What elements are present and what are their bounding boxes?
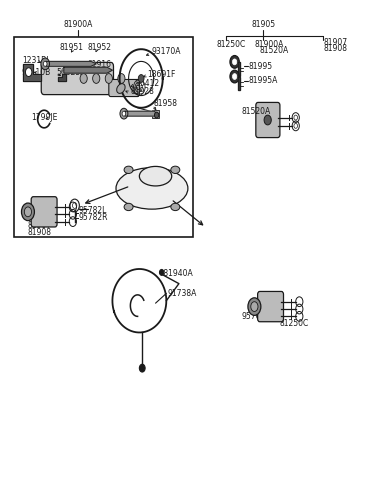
Text: 81907: 81907	[324, 38, 348, 47]
Text: 81940A: 81940A	[161, 269, 193, 278]
Text: 18691F: 18691F	[147, 70, 176, 79]
FancyBboxPatch shape	[109, 80, 139, 96]
Circle shape	[233, 74, 237, 80]
Text: 81907: 81907	[27, 221, 51, 231]
Ellipse shape	[124, 204, 133, 210]
Ellipse shape	[116, 167, 188, 209]
Text: 81520A: 81520A	[242, 107, 271, 116]
Ellipse shape	[124, 166, 133, 173]
Text: 95782R: 95782R	[79, 213, 108, 222]
Circle shape	[138, 75, 144, 82]
Circle shape	[230, 55, 239, 68]
Text: 93110B: 93110B	[22, 68, 51, 77]
Circle shape	[43, 61, 47, 66]
Polygon shape	[58, 74, 66, 81]
Ellipse shape	[171, 204, 180, 210]
FancyBboxPatch shape	[256, 102, 280, 138]
Circle shape	[24, 207, 31, 217]
Text: 81928: 81928	[130, 87, 154, 96]
Circle shape	[233, 59, 237, 65]
Text: 1231BJ: 1231BJ	[23, 56, 49, 65]
FancyBboxPatch shape	[31, 197, 57, 227]
Circle shape	[93, 74, 100, 83]
Text: 81995: 81995	[249, 62, 273, 71]
Polygon shape	[238, 77, 241, 90]
Polygon shape	[125, 111, 158, 116]
Bar	[152, 110, 159, 118]
Text: 95412: 95412	[135, 80, 159, 88]
Circle shape	[160, 269, 164, 275]
Text: 56325A: 56325A	[56, 68, 85, 77]
Text: 81250C: 81250C	[217, 40, 246, 49]
Polygon shape	[64, 67, 112, 73]
Circle shape	[80, 74, 87, 83]
Text: 93170A: 93170A	[152, 47, 181, 56]
Circle shape	[122, 111, 126, 116]
Text: 81916: 81916	[87, 60, 111, 69]
Text: 81995A: 81995A	[249, 77, 278, 85]
Circle shape	[230, 70, 239, 83]
Ellipse shape	[171, 166, 180, 173]
Text: 81905: 81905	[251, 20, 276, 29]
Circle shape	[154, 112, 159, 118]
Circle shape	[41, 58, 50, 70]
Polygon shape	[23, 64, 41, 81]
Circle shape	[105, 74, 112, 83]
Circle shape	[251, 302, 258, 312]
FancyBboxPatch shape	[258, 291, 284, 322]
Circle shape	[264, 115, 271, 125]
Ellipse shape	[139, 166, 172, 186]
Text: 81900A: 81900A	[64, 20, 93, 29]
Text: 81250C: 81250C	[280, 319, 309, 328]
Text: 95782L: 95782L	[79, 206, 107, 215]
Bar	[14, 37, 193, 237]
Text: 81520A: 81520A	[260, 45, 289, 55]
Text: 91738A: 91738A	[167, 289, 196, 298]
Text: 81958: 81958	[153, 99, 177, 108]
Polygon shape	[238, 62, 241, 76]
FancyBboxPatch shape	[41, 62, 114, 95]
Text: 81900A: 81900A	[254, 40, 284, 49]
Text: 81908: 81908	[27, 228, 51, 237]
Text: 1799JE: 1799JE	[31, 113, 57, 122]
Circle shape	[248, 298, 261, 315]
Text: 81951: 81951	[59, 43, 84, 52]
Ellipse shape	[117, 83, 125, 93]
Circle shape	[22, 203, 34, 221]
Circle shape	[26, 68, 32, 77]
Text: 95761: 95761	[242, 312, 266, 321]
Circle shape	[120, 108, 128, 119]
Text: 81908: 81908	[324, 43, 348, 53]
Circle shape	[118, 74, 125, 83]
Polygon shape	[46, 61, 96, 66]
Circle shape	[139, 364, 145, 372]
Text: 81952: 81952	[87, 43, 111, 52]
